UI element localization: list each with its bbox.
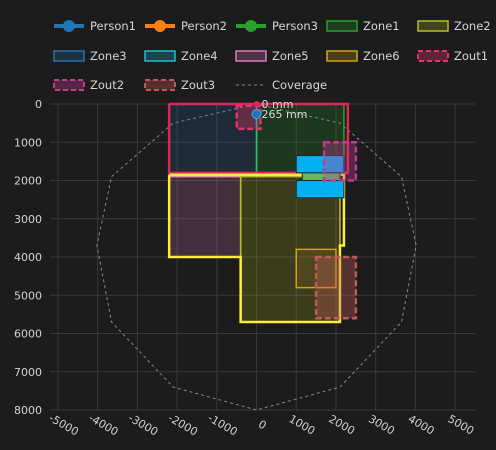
room-outline-lower <box>167 173 346 324</box>
legend-item-zone3[interactable]: Zone3 <box>53 49 127 63</box>
legend-item-zout1[interactable]: Zout1 <box>417 49 488 63</box>
legend-label: Zone3 <box>90 49 127 63</box>
legend-item-zout2[interactable]: Zout2 <box>53 78 124 92</box>
legend-label: Zone5 <box>272 49 309 63</box>
legend-item-zone4[interactable]: Zone4 <box>144 49 218 63</box>
legend-label: Zout2 <box>90 78 124 92</box>
y-tick-label: 0 <box>35 98 42 111</box>
y-tick-label: 2000 <box>14 175 42 188</box>
x-tick-label: -5000 <box>47 411 81 438</box>
legend-marker <box>63 20 75 32</box>
legend-label: Zone1 <box>363 19 400 33</box>
legend-swatch <box>326 20 358 32</box>
legend-item-zone1[interactable]: Zone1 <box>326 19 400 33</box>
legend-label: Zout1 <box>454 49 488 63</box>
door-block-bottom <box>295 180 345 199</box>
legend-swatch <box>53 50 85 62</box>
x-tick-label: 4000 <box>406 412 437 437</box>
zone-zone5 <box>168 175 242 258</box>
y-tick-label: 1000 <box>14 136 42 149</box>
legend-swatch <box>144 50 176 62</box>
legend-label: Zone2 <box>454 19 491 33</box>
legend-item-person3[interactable]: Person3 <box>236 19 318 33</box>
legend-swatch <box>144 79 176 91</box>
y-tick-label: 4000 <box>14 251 42 264</box>
door-block-top <box>295 155 345 174</box>
x-tick-label: -3000 <box>126 411 160 438</box>
legend-item-person2[interactable]: Person2 <box>145 19 227 33</box>
distance-label: 0 mm <box>262 98 294 111</box>
sensor-origin <box>253 101 260 107</box>
y-tick-label: 6000 <box>14 328 42 341</box>
person-marker-person1 <box>251 109 262 120</box>
x-tick-label: 0 <box>256 418 269 433</box>
legend-label: Person1 <box>90 19 136 33</box>
x-tick-label: 3000 <box>366 412 397 437</box>
legend-marker <box>245 20 257 32</box>
y-tick-label: 8000 <box>14 404 42 417</box>
zout-zout3 <box>314 255 358 320</box>
x-tick-label: 1000 <box>287 412 318 437</box>
x-tick-label: -2000 <box>166 411 200 438</box>
legend-label: Zone4 <box>181 49 218 63</box>
x-tick-label: 2000 <box>326 412 357 437</box>
y-tick-label: 5000 <box>14 289 42 302</box>
legend-label: Zone6 <box>363 49 400 63</box>
y-tick-label: 3000 <box>14 213 42 226</box>
legend-item-coverage[interactable]: Coverage <box>236 78 327 92</box>
x-tick-label: 5000 <box>446 412 477 437</box>
y-tick-label: 7000 <box>14 366 42 379</box>
legend-label: Person2 <box>181 19 227 33</box>
legend-item-zout3[interactable]: Zout3 <box>144 78 215 92</box>
zout-zout2 <box>322 141 358 182</box>
legend-label: Zout3 <box>181 78 215 92</box>
legend-item-zone2[interactable]: Zone2 <box>417 19 491 33</box>
legend-item-zone5[interactable]: Zone5 <box>235 49 309 63</box>
legend-swatch <box>53 79 85 91</box>
legend-label: Coverage <box>272 78 327 92</box>
legend-label: Person3 <box>272 19 318 33</box>
legend-item-zone6[interactable]: Zone6 <box>326 49 400 63</box>
legend-swatch <box>417 50 449 62</box>
legend-marker <box>154 20 166 32</box>
distance-label: 265 mm <box>262 108 308 121</box>
legend-swatch <box>235 50 267 62</box>
legend[interactable]: Person1 Person2 Person3 Zone1 Zone2 Zone3 Zone… <box>53 19 491 92</box>
legend-swatch <box>326 50 358 62</box>
legend-item-person1[interactable]: Person1 <box>54 19 136 33</box>
legend-swatch <box>417 20 449 32</box>
room-outline-upper <box>167 102 350 175</box>
x-tick-label: -4000 <box>86 411 120 438</box>
x-tick-label: -1000 <box>205 411 239 438</box>
